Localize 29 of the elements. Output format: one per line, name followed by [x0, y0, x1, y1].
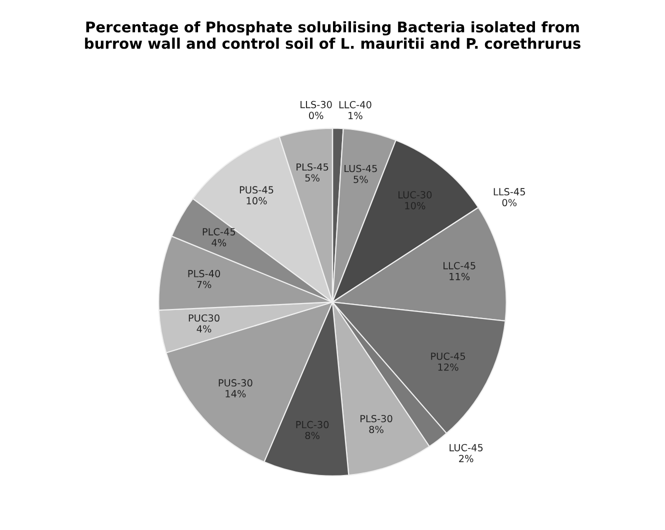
slice-label: PUC-45 — [431, 352, 465, 360]
data-label: 4% — [212, 238, 226, 246]
data-label: 11% — [450, 272, 470, 280]
slice-label: LUS-45 — [344, 164, 377, 172]
chart-title: Percentage of Phosphate solubilising Bacteria isolated from burrow wall and control soil of L. mauritii and P. corethrurus — [85, 21, 580, 49]
slice-label: LUC-45 — [450, 444, 483, 452]
data-label: 12% — [438, 363, 458, 371]
category-label: LLS-45 — [494, 188, 525, 196]
slice-label: PLS-40 — [188, 270, 220, 278]
slice-label: PUS-45 — [240, 186, 274, 194]
data-label: 7% — [197, 280, 212, 288]
slice-label: PLS-30 — [360, 414, 392, 422]
data-label: 5% — [305, 174, 320, 182]
slice-label: PLC-45 — [202, 228, 236, 236]
slice-label: LLC-45 — [444, 262, 476, 270]
data-label: 2% — [459, 454, 474, 462]
data-label: 5% — [354, 176, 368, 184]
slice-label: PUC30 — [188, 314, 220, 322]
slice-label: LLC-40 — [339, 100, 372, 108]
data-label: 4% — [196, 325, 212, 333]
data-label: 1% — [348, 112, 362, 120]
data-label: 14% — [226, 390, 246, 398]
text: 0% — [502, 198, 517, 206]
data-label: 10% — [246, 197, 267, 204]
category-label: LLS-30 — [300, 100, 332, 108]
text: 0% — [308, 112, 324, 120]
data-label: 8% — [369, 426, 384, 434]
slice-label: PUS-30 — [218, 379, 252, 387]
slice-label: PLS-45 — [296, 163, 328, 171]
